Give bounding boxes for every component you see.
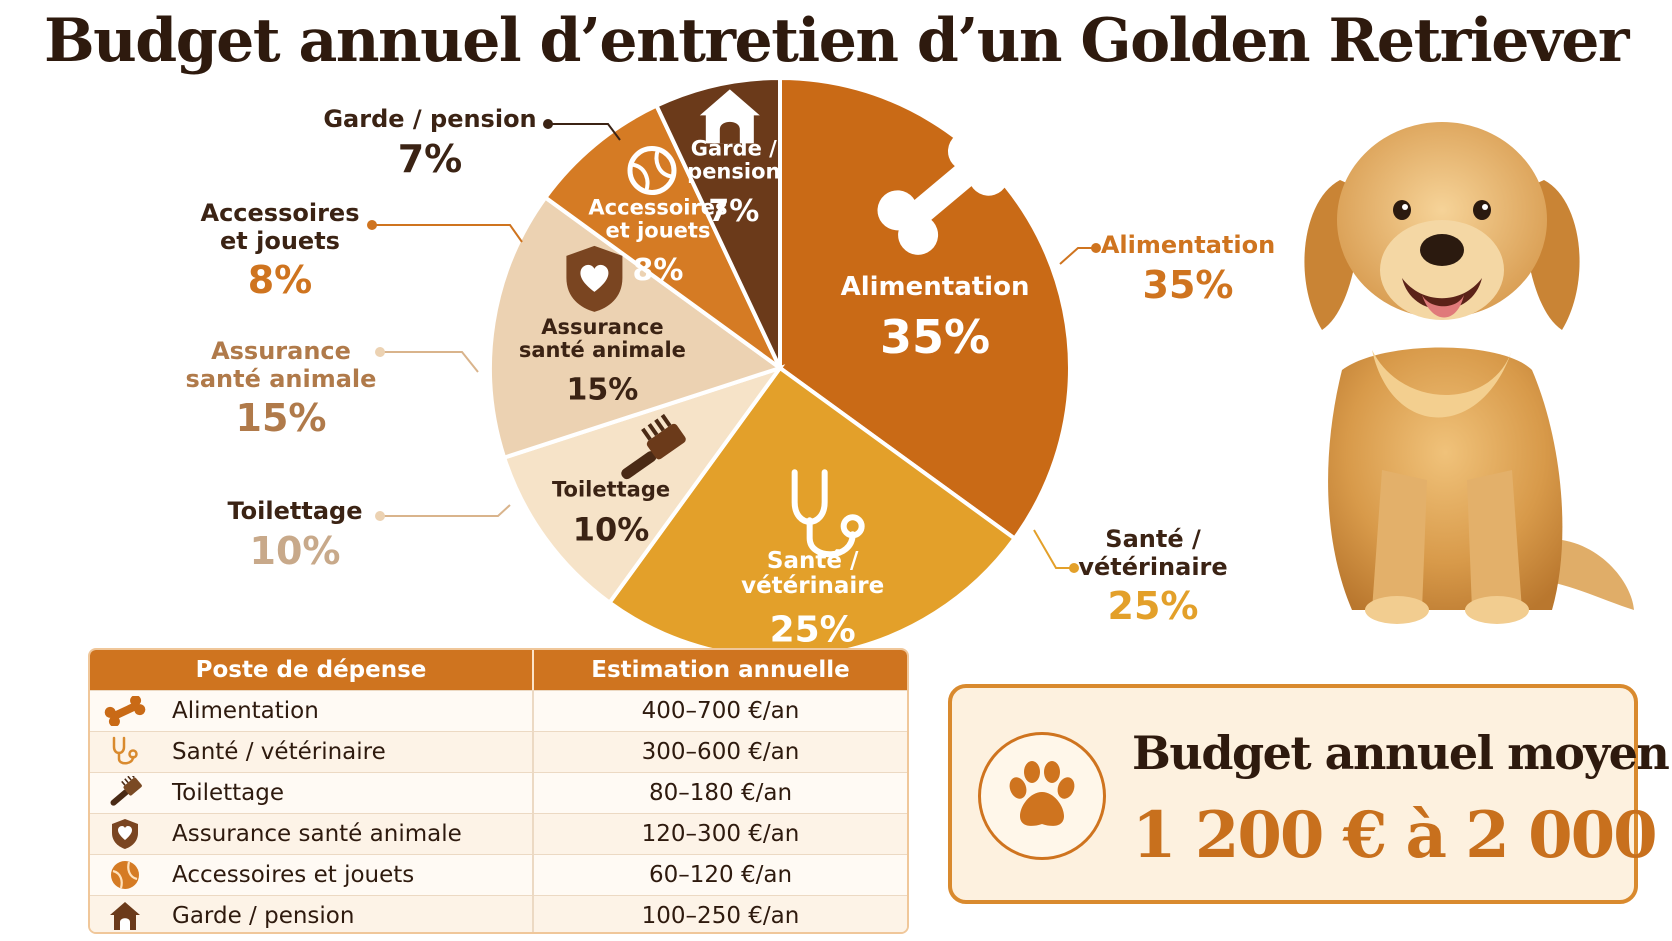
slice-pct-sante: 25%	[770, 610, 856, 651]
callout-accessoires-pct: 8%	[247, 258, 313, 303]
leader-line-sante	[1033, 529, 1074, 569]
slice-label-garde: pension	[687, 159, 780, 183]
table-header-estimate: Estimation annuelle	[591, 657, 850, 683]
callout-alimentation: Alimentation 35%	[1098, 231, 1278, 307]
table-row: Alimentation 400–700 €/an	[90, 690, 907, 731]
callout-accessoires-label-2: et jouets	[220, 226, 340, 255]
pie-slice-toilettage	[501, 364, 786, 606]
callout-sante-label-2: vétérinaire	[1078, 552, 1228, 581]
callout-toilettage-label: Toilettage	[227, 497, 363, 525]
leader-dot-accessoires	[367, 220, 377, 230]
table-row: Santé / vétérinaire 300–600 €/an	[90, 731, 907, 772]
slice-label-accessoires: Accessoires	[588, 196, 727, 220]
callout-garde-pct: 7%	[397, 136, 463, 181]
table-row-estimate: 80–180 €/an	[648, 780, 793, 806]
callout-accessoires: Accessoires et jouets 8%	[180, 199, 380, 303]
callout-sante: Santé / vétérinaire 25%	[1068, 525, 1238, 629]
average-budget-box: Budget annuel moyen : 1 200 € à 2 000 €	[948, 684, 1672, 904]
bone-icon	[90, 691, 160, 731]
slice-bone-icon	[877, 131, 1009, 255]
paw-icon	[978, 732, 1106, 860]
callout-accessoires-label-1: Accessoires	[200, 199, 360, 227]
leader-line-alimentation	[1059, 247, 1096, 265]
slice-label-garde: Garde /	[691, 136, 777, 160]
leader-dot-sante	[1069, 563, 1079, 573]
slice-shield-heart-icon	[566, 245, 623, 312]
table-row: Assurance santé animale 120–300 €/an	[90, 813, 907, 854]
leader-line-accessoires	[372, 224, 523, 243]
slice-pct-alimentation: 35%	[880, 310, 990, 364]
callout-assurance: Assurance santé animale 15%	[176, 337, 386, 441]
table-row-name: Garde / pension	[172, 903, 355, 929]
budget-label: Budget annuel moyen :	[1132, 726, 1672, 780]
slice-pct-assurance: 15%	[567, 372, 639, 407]
slice-pct-garde: 7%	[708, 194, 759, 229]
slice-ball-icon	[627, 146, 677, 196]
expense-table: Poste de dépense Estimation annuelle Ali…	[88, 648, 909, 934]
ball-icon	[90, 855, 160, 895]
callout-garde: Garde / pension 7%	[300, 105, 560, 181]
leader-line-assurance	[380, 351, 479, 373]
slice-label-assurance: Assurance	[541, 315, 663, 339]
table-row-estimate: 300–600 €/an	[641, 739, 800, 765]
table-row: Garde / pension 100–250 €/an	[90, 895, 907, 932]
callout-alimentation-pct: 35%	[1142, 262, 1234, 307]
table-row: Accessoires et jouets 60–120 €/an	[90, 854, 907, 895]
leader-dot-garde	[543, 119, 553, 129]
leader-dot-assurance	[375, 347, 385, 357]
slice-stethoscope-icon	[791, 469, 865, 558]
leader-dot-toilettage	[375, 511, 385, 521]
callout-sante-label-1: Santé /	[1105, 525, 1201, 553]
table-row-name: Assurance santé animale	[172, 821, 462, 847]
leader-line-toilettage	[380, 504, 511, 517]
leader-dot-alimentation	[1091, 243, 1101, 253]
table-row: Toilettage 80–180 €/an	[90, 772, 907, 813]
callout-toilettage: Toilettage 10%	[200, 497, 390, 573]
slice-brush-icon	[621, 413, 686, 480]
stethoscope-icon	[90, 732, 160, 772]
pie-slice-garde	[653, 75, 782, 369]
budget-value: 1 200 € à 2 000 €	[1132, 798, 1672, 873]
pie-slice-accessoires	[542, 102, 782, 370]
table-row-name: Alimentation	[172, 698, 319, 724]
table-row-name: Toilettage	[172, 780, 285, 806]
callout-alimentation-label: Alimentation	[1100, 231, 1276, 259]
table-row-estimate: 100–250 €/an	[641, 903, 800, 929]
callout-assurance-pct: 15%	[235, 396, 327, 441]
shield-heart-icon	[90, 814, 160, 854]
callout-toilettage-pct: 10%	[249, 528, 341, 573]
table-row-estimate: 400–700 €/an	[641, 698, 800, 724]
pie-slice-assurance	[488, 194, 785, 461]
callout-sante-pct: 25%	[1107, 584, 1199, 629]
slice-doghouse-icon	[699, 89, 760, 144]
table-header: Poste de dépense Estimation annuelle	[90, 650, 907, 690]
table-row-estimate: 60–120 €/an	[648, 862, 793, 888]
callout-assurance-label-1: Assurance	[211, 337, 351, 365]
callout-garde-label: Garde / pension	[323, 105, 537, 133]
page-title: Budget annuel d’entretien d’un Golden Re…	[43, 6, 1630, 76]
table-row-name: Accessoires et jouets	[172, 862, 415, 888]
doghouse-icon	[90, 896, 160, 932]
callout-assurance-label-2: santé animale	[185, 364, 377, 393]
table-row-estimate: 120–300 €/an	[641, 821, 800, 847]
slice-pct-accessoires: 8%	[633, 253, 684, 288]
slice-label-assurance: santé animale	[519, 338, 686, 362]
table-row-name: Santé / vétérinaire	[172, 739, 386, 765]
slice-label-sante: vétérinaire	[741, 573, 884, 599]
slice-label-accessoires: et jouets	[606, 219, 711, 243]
golden-retriever-illustration	[1304, 122, 1634, 624]
leader-line-garde	[548, 123, 621, 141]
table-header-category: Poste de dépense	[90, 650, 534, 690]
slice-label-toilettage: Toilettage	[552, 478, 670, 502]
brush-icon	[90, 773, 160, 813]
slice-label-alimentation: Alimentation	[841, 272, 1030, 302]
slice-label-sante: Santé /	[767, 548, 859, 574]
slice-pct-toilettage: 10%	[573, 511, 650, 549]
